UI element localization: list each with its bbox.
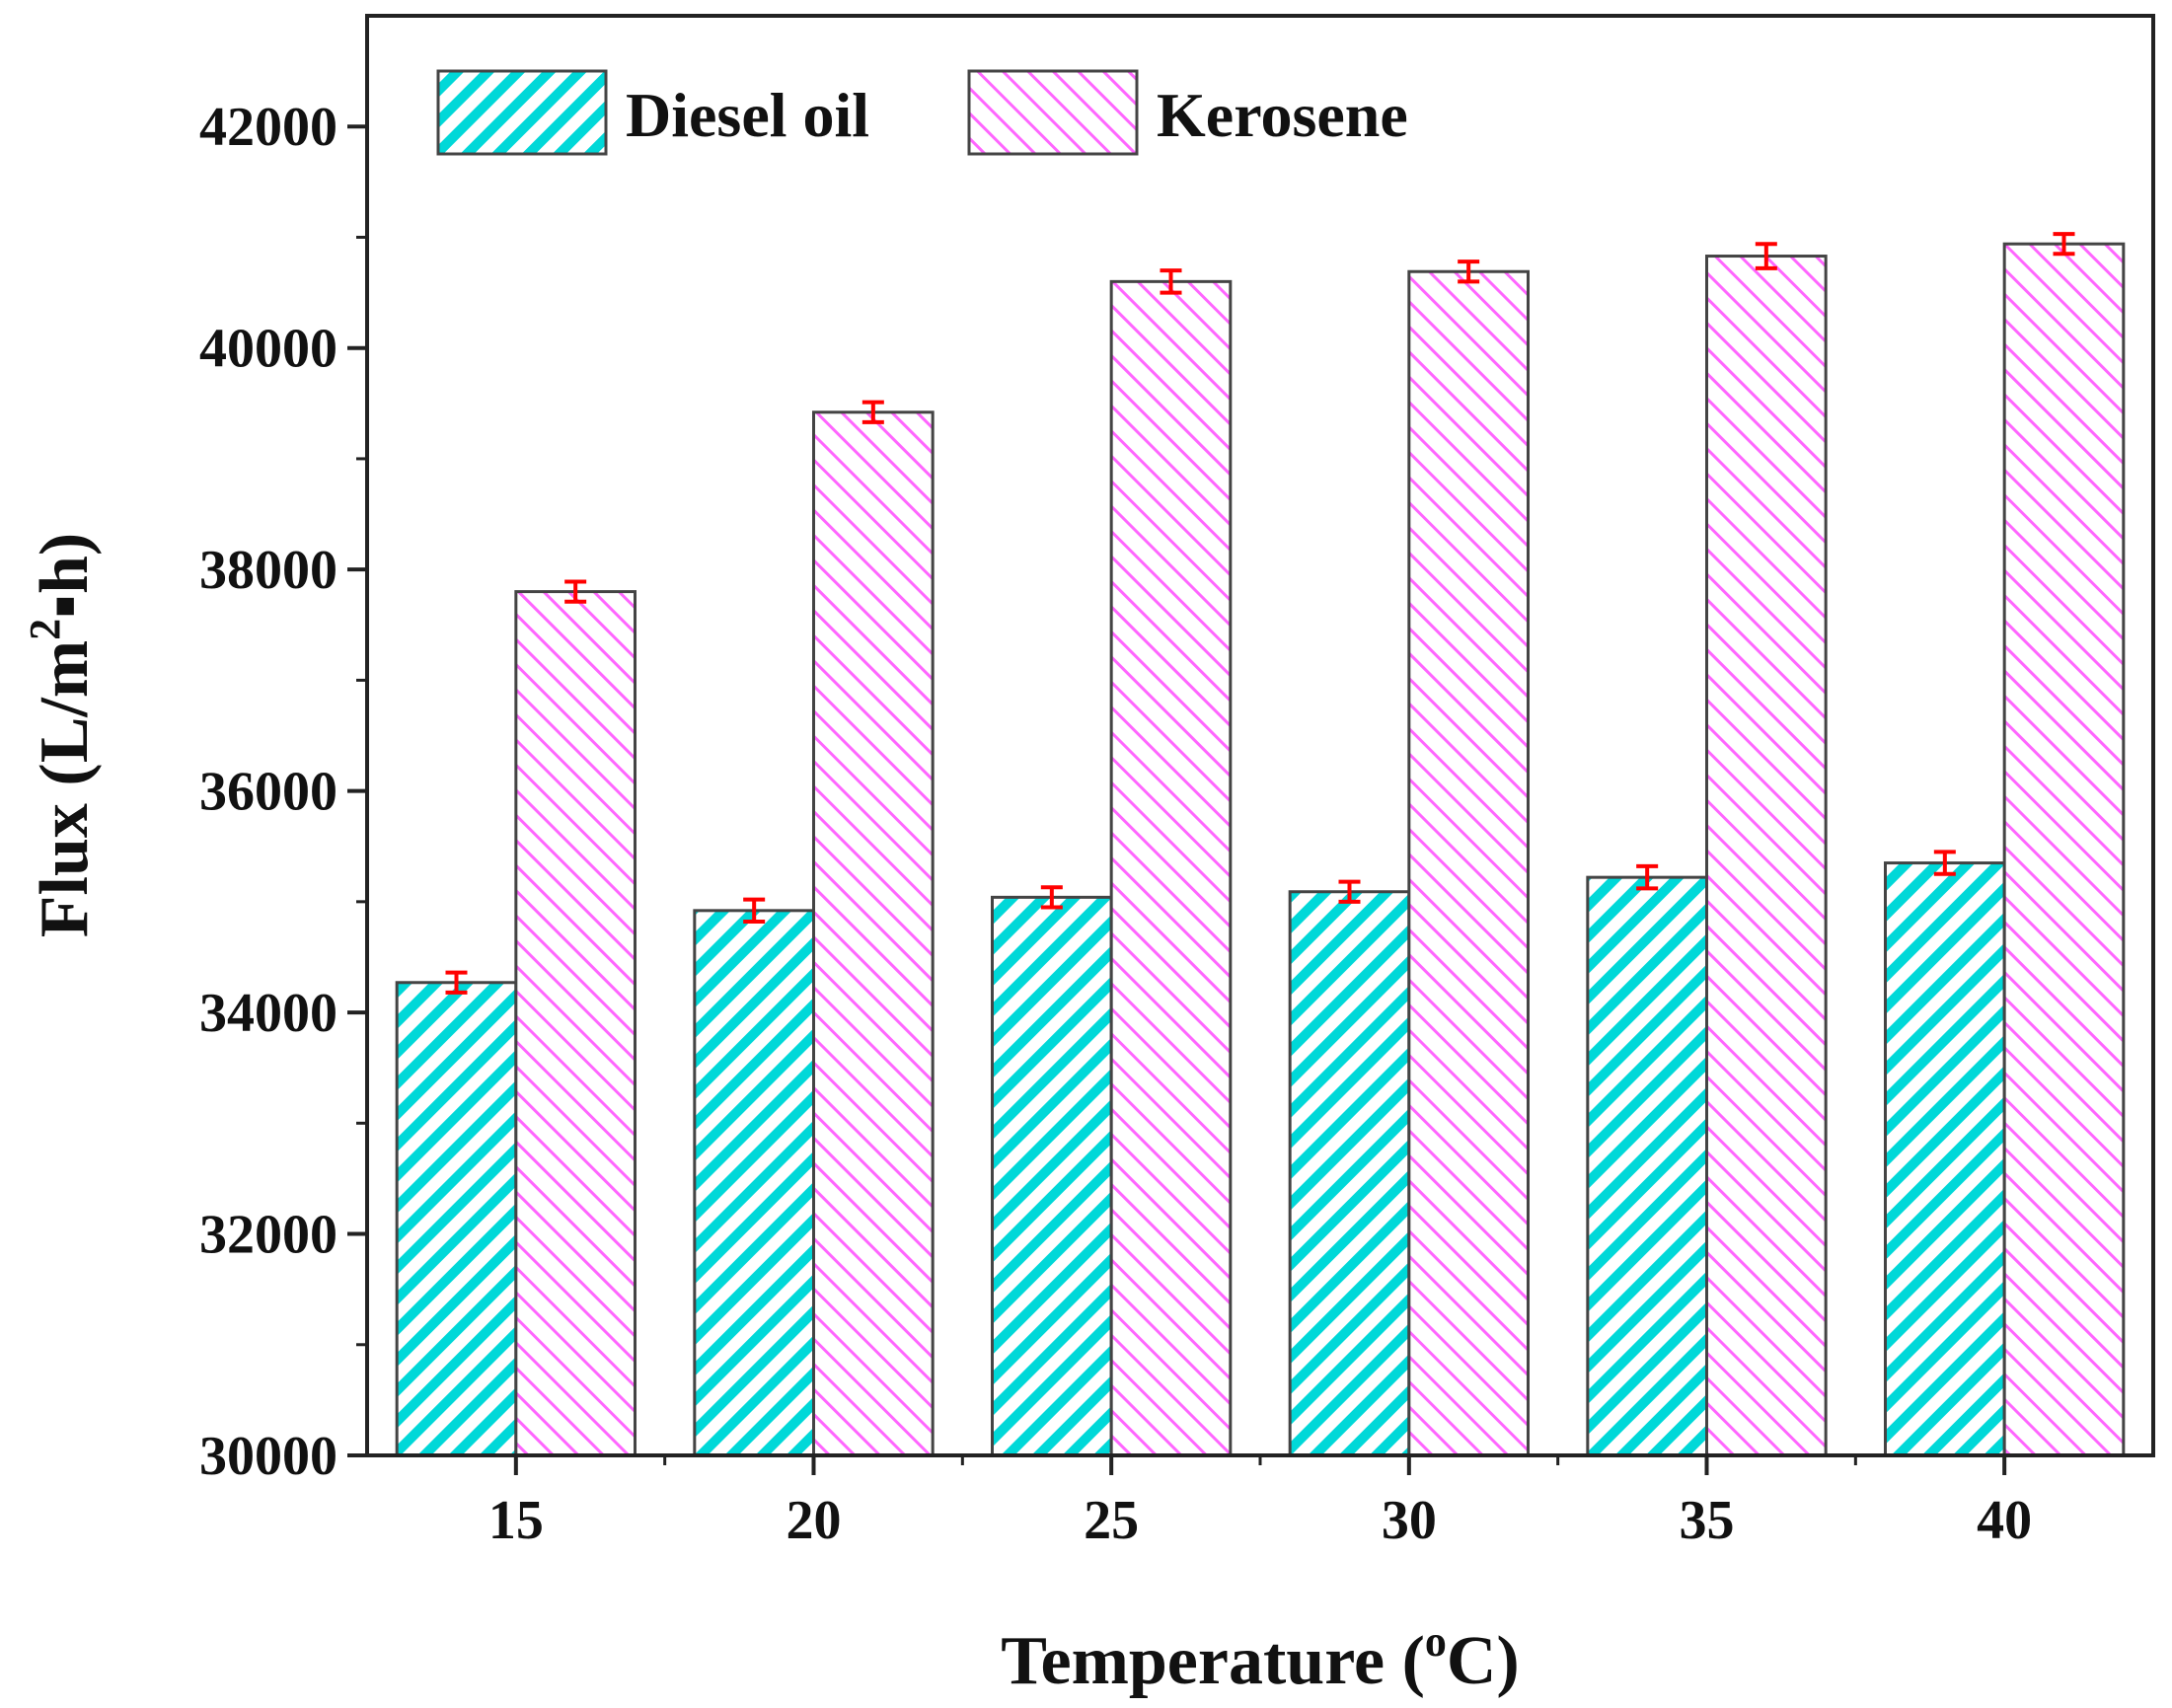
x-axis-title: Temperature (oC) — [1001, 1617, 1520, 1699]
legend-label-kerosene: Kerosene — [1157, 80, 1408, 150]
error-bar-kerosene-20 — [861, 400, 884, 424]
bar-kerosene-40 — [2002, 242, 2126, 1457]
legend-label-diesel-oil: Diesel oil — [626, 80, 869, 150]
legend-item-kerosene: Kerosene — [967, 69, 1408, 156]
bar-kerosene-35 — [1705, 255, 1828, 1457]
error-bar-diesel-oil-30 — [1338, 879, 1361, 904]
error-bar-kerosene-30 — [1458, 260, 1480, 284]
bar-kerosene-15 — [514, 590, 637, 1457]
bars-layer — [395, 242, 2126, 1457]
x-tick-label-30: 30 — [1382, 1490, 1437, 1551]
x-tick-label-35: 35 — [1680, 1490, 1735, 1551]
y-tick-label-42000: 42000 — [199, 97, 337, 158]
x-tick-label-15: 15 — [488, 1490, 544, 1551]
legend-swatch-kerosene — [967, 69, 1139, 156]
error-bar-diesel-oil-25 — [1040, 885, 1063, 910]
bar-kerosene-20 — [812, 410, 935, 1457]
axis-ticks-layer — [347, 124, 2007, 1475]
bar-diesel-oil-20 — [693, 909, 815, 1457]
error-bar-kerosene-35 — [1755, 242, 1777, 270]
bar-diesel-oil-25 — [991, 895, 1113, 1457]
y-tick-label-34000: 34000 — [199, 983, 337, 1044]
bar-kerosene-25 — [1109, 279, 1233, 1457]
legend-item-diesel-oil: Diesel oil — [436, 69, 869, 156]
x-tick-label-20: 20 — [786, 1490, 842, 1551]
bar-diesel-oil-30 — [1288, 890, 1411, 1457]
y-tick-label-32000: 32000 — [199, 1205, 337, 1266]
error-bar-kerosene-25 — [1160, 268, 1182, 295]
error-bars-layer — [445, 232, 2075, 995]
y-tick-label-36000: 36000 — [199, 762, 337, 823]
y-tick-label-40000: 40000 — [199, 319, 337, 380]
error-bar-diesel-oil-40 — [1933, 850, 1956, 876]
y-axis-title: Flux (L/m2▪h) — [21, 533, 103, 937]
error-bar-diesel-oil-15 — [445, 970, 468, 995]
error-bar-kerosene-15 — [564, 579, 587, 604]
y-tick-label-30000: 30000 — [199, 1426, 337, 1487]
legend-swatch-diesel-oil — [436, 69, 608, 156]
error-bar-diesel-oil-35 — [1636, 863, 1659, 891]
bar-diesel-oil-35 — [1586, 875, 1709, 1457]
bar-diesel-oil-15 — [395, 981, 518, 1457]
tick-labels-layer: 15 20 25 30 35 40 30000 32000 34000 36000 38000 400… — [199, 97, 2032, 1551]
legend: Diesel oil Kerosene — [436, 69, 1408, 156]
y-tick-label-38000: 38000 — [199, 540, 337, 601]
error-bar-diesel-oil-20 — [743, 897, 766, 925]
x-tick-label-40: 40 — [1977, 1490, 2032, 1551]
x-tick-label-25: 25 — [1084, 1490, 1139, 1551]
error-bar-kerosene-40 — [2053, 232, 2075, 257]
bar-kerosene-30 — [1407, 269, 1531, 1457]
bar-diesel-oil-40 — [1884, 861, 2006, 1457]
